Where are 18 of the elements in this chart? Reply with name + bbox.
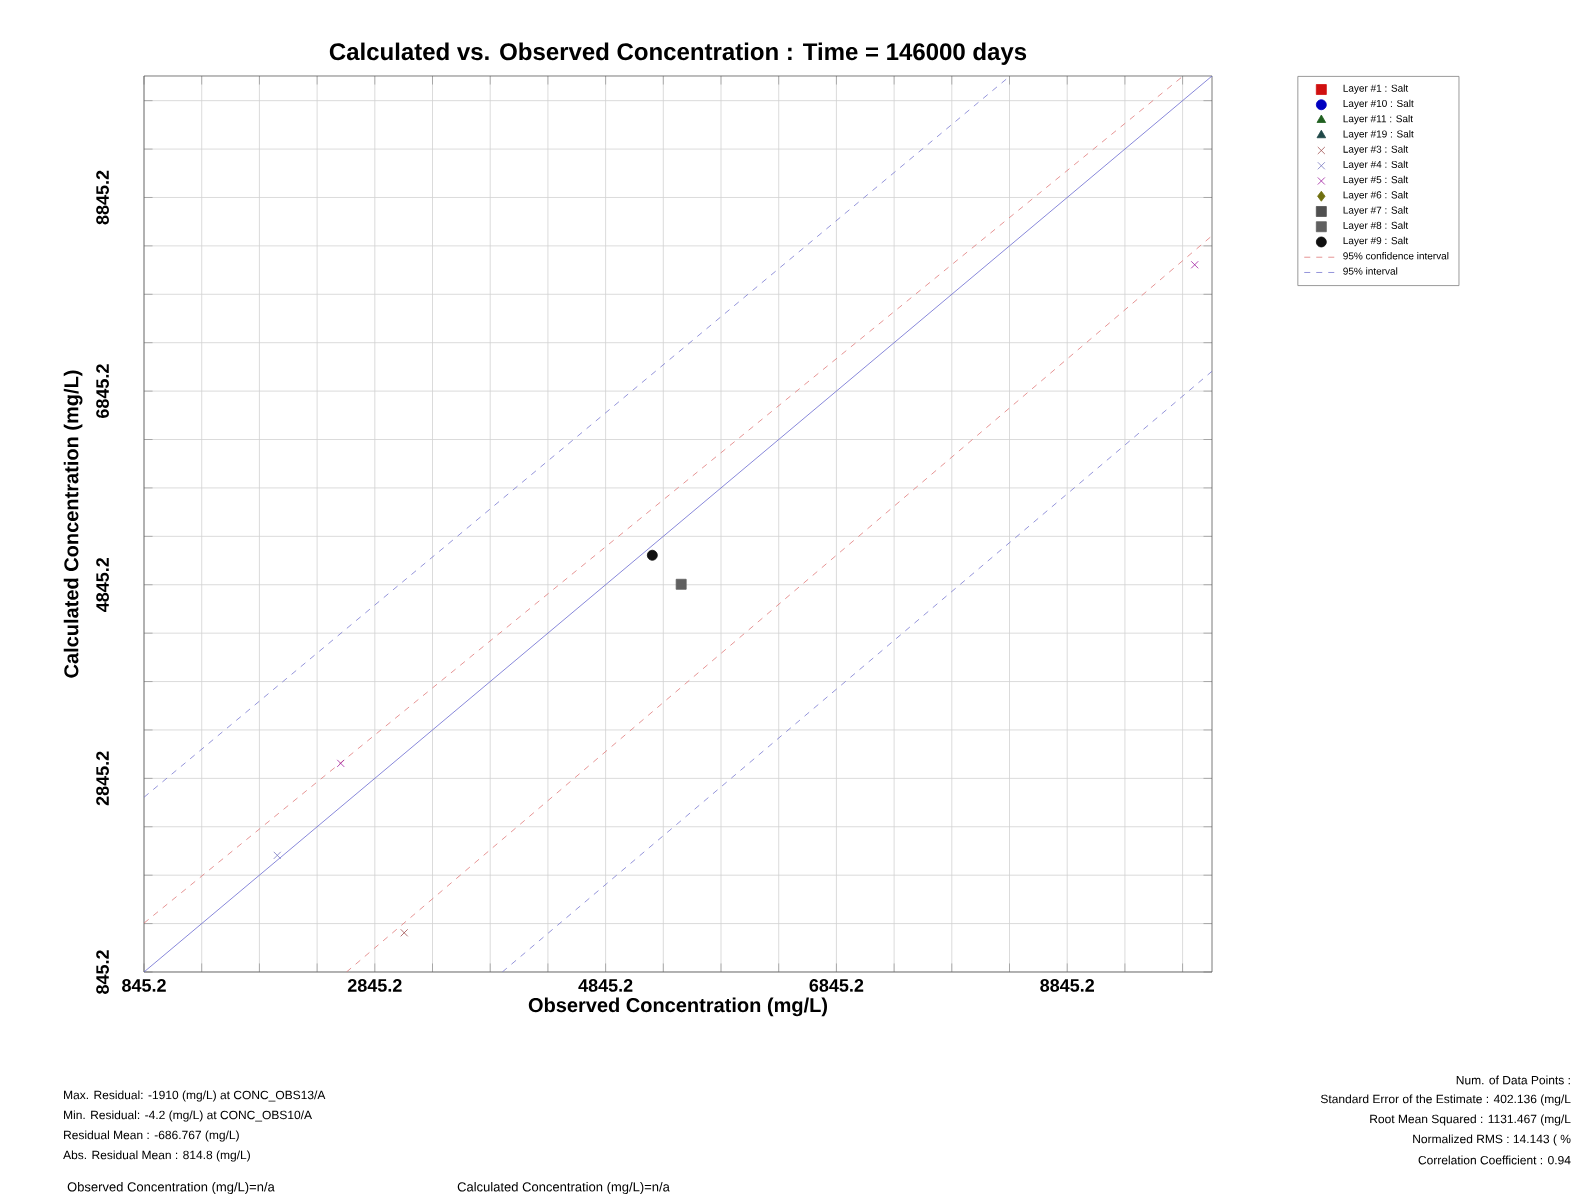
y-axis-title: Calculated Concentration (mg/L) [63, 370, 83, 678]
x-tick-label: 845.2 [122, 978, 166, 992]
point [400, 928, 409, 937]
x-tick-label: 2845.2 [347, 978, 402, 992]
y-tick-label: 2845.2 [96, 751, 109, 805]
point [336, 759, 345, 767]
x-tick-label: 6845.2 [809, 978, 864, 992]
point [1190, 260, 1199, 269]
y-tick-label: 4845.2 [96, 557, 109, 612]
y-tick-label: 8845.2 [96, 170, 109, 225]
point [646, 549, 658, 561]
x-axis-title: Observed Concentration (mg/L) [528, 997, 828, 1016]
x-tick-label: 8845.2 [1040, 978, 1094, 992]
x-tick-label: 4845.2 [578, 978, 633, 992]
point [273, 851, 282, 859]
point [675, 578, 687, 590]
chart-title: Calculated vs. Observed Concentration : Time = 146000 days [329, 42, 1027, 65]
y-tick-label: 6845.2 [96, 363, 109, 418]
